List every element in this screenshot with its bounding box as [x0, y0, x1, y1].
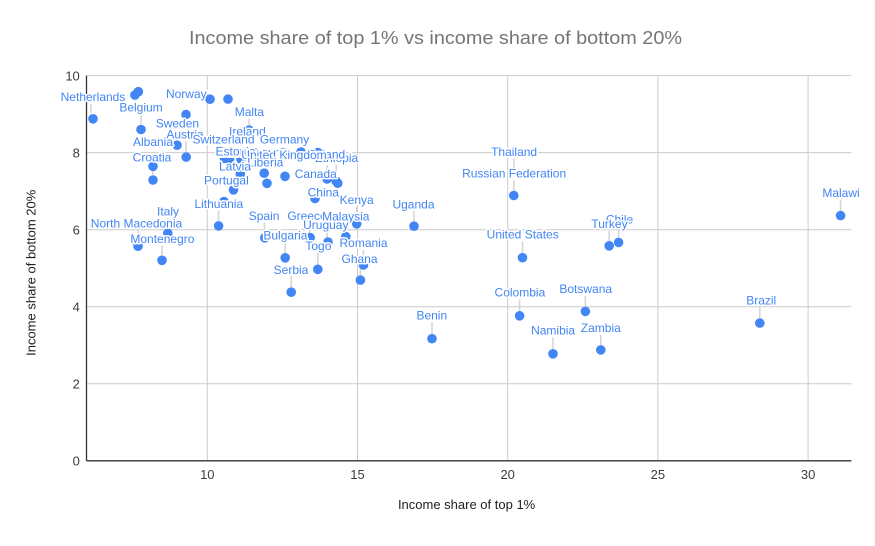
svg-text:Togo: Togo: [305, 239, 331, 253]
svg-text:Serbia: Serbia: [274, 263, 309, 277]
svg-text:Canada: Canada: [295, 167, 337, 181]
svg-text:Netherlands: Netherlands: [61, 90, 126, 104]
svg-text:Malawi: Malawi: [822, 186, 859, 200]
svg-text:0: 0: [73, 454, 80, 469]
svg-text:United Kingdom: United Kingdom: [241, 148, 326, 162]
svg-text:Income share of top 1% vs inco: Income share of top 1% vs income share o…: [189, 27, 682, 48]
svg-text:Germany: Germany: [260, 132, 309, 146]
svg-text:United States: United States: [487, 228, 559, 242]
svg-text:10: 10: [65, 69, 79, 84]
svg-text:Greece: Greece: [287, 209, 327, 223]
svg-text:Sweden: Sweden: [156, 116, 199, 130]
svg-text:Lithuania: Lithuania: [194, 197, 243, 211]
svg-text:2: 2: [73, 377, 80, 392]
svg-text:Montenegro: Montenegro: [130, 232, 194, 246]
svg-text:Liberia: Liberia: [247, 156, 283, 170]
svg-text:Ireland: Ireland: [229, 124, 266, 138]
svg-text:Malta: Malta: [235, 105, 265, 119]
svg-text:Croatia: Croatia: [133, 150, 172, 164]
svg-text:6: 6: [73, 223, 80, 238]
svg-text:Spain: Spain: [249, 209, 280, 223]
svg-text:Latvia: Latvia: [219, 160, 251, 174]
svg-text:Italy: Italy: [157, 205, 179, 219]
svg-text:North Macedonia: North Macedonia: [91, 216, 183, 230]
svg-text:Thailand: Thailand: [491, 145, 537, 159]
svg-text:25: 25: [651, 467, 665, 482]
svg-text:Switzerland: Switzerland: [192, 132, 254, 146]
svg-text:8: 8: [73, 146, 80, 161]
svg-text:China: China: [308, 186, 340, 200]
svg-text:Norway: Norway: [166, 87, 207, 101]
svg-text:Botswana: Botswana: [559, 282, 612, 296]
svg-text:Benin: Benin: [416, 309, 447, 323]
svg-text:Brazil: Brazil: [746, 293, 776, 307]
svg-text:Income share of bottom 20%: Income share of bottom 20%: [23, 189, 38, 356]
svg-text:Belgium: Belgium: [119, 101, 162, 115]
svg-text:Romania: Romania: [339, 236, 387, 250]
svg-text:Malaysia: Malaysia: [322, 209, 370, 223]
svg-text:15: 15: [350, 467, 364, 482]
svg-text:Ghana: Ghana: [341, 252, 377, 266]
svg-text:Uruguay: Uruguay: [303, 218, 348, 232]
svg-text:Luxembourg: Luxembourg: [219, 146, 286, 160]
svg-text:Kenya: Kenya: [340, 193, 374, 207]
svg-text:Ethiopia: Ethiopia: [315, 151, 359, 165]
svg-text:10: 10: [200, 467, 214, 482]
svg-text:Uganda: Uganda: [392, 198, 434, 212]
svg-text:30: 30: [801, 467, 815, 482]
svg-text:Estonia: Estonia: [215, 145, 255, 159]
svg-text:Albania: Albania: [133, 135, 173, 149]
svg-text:Russian Federation: Russian Federation: [462, 167, 566, 181]
svg-text:Austria: Austria: [166, 128, 204, 142]
svg-text:Poland: Poland: [308, 147, 345, 161]
svg-text:Colombia: Colombia: [495, 285, 546, 299]
svg-text:Zambia: Zambia: [581, 321, 621, 335]
svg-text:Namibia: Namibia: [531, 324, 575, 338]
svg-text:Portugal: Portugal: [204, 174, 249, 188]
svg-text:Income share of top 1%: Income share of top 1%: [398, 497, 536, 512]
svg-text:20: 20: [500, 467, 514, 482]
svg-text:Chile: Chile: [606, 213, 634, 227]
svg-text:Bulgaria: Bulgaria: [263, 229, 307, 243]
svg-text:Turkey: Turkey: [591, 217, 627, 231]
svg-text:4: 4: [73, 300, 80, 315]
